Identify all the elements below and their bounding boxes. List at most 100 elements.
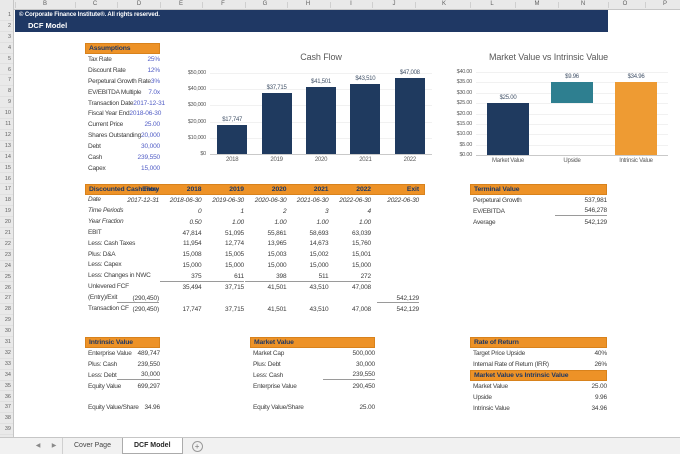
- cell-value[interactable]: 25.00: [591, 382, 607, 390]
- cell-value[interactable]: 239,550: [137, 153, 161, 161]
- cell-value[interactable]: 2017-12-31: [127, 196, 159, 204]
- cell-value[interactable]: 30,000: [116, 370, 160, 381]
- cell-value[interactable]: 239,550: [323, 370, 375, 381]
- row-header-15[interactable]: 15: [0, 163, 13, 174]
- cell-label[interactable]: Enterprise Value: [253, 382, 297, 390]
- row-header-4[interactable]: 4: [0, 43, 13, 54]
- column-header-J[interactable]: J: [392, 1, 396, 7]
- cell-value[interactable]: 41,501: [267, 305, 287, 313]
- cell-value[interactable]: 3%: [150, 77, 160, 85]
- column-header-C[interactable]: C: [92, 1, 98, 7]
- row-header-2[interactable]: 2: [0, 21, 13, 32]
- cell-value[interactable]: 15,000: [267, 262, 287, 270]
- cell-value[interactable]: 58,693: [309, 229, 329, 237]
- sheet-nav-right-icon[interactable]: ▶: [51, 443, 57, 449]
- cell-value[interactable]: 699,297: [137, 382, 161, 390]
- column-header-N[interactable]: N: [580, 1, 586, 7]
- cell-value[interactable]: (290,450): [117, 294, 159, 304]
- row-header-21[interactable]: 21: [0, 228, 13, 239]
- cell-value[interactable]: 15,000: [225, 262, 244, 270]
- cell-value[interactable]: 1.00: [316, 218, 329, 226]
- row-header-5[interactable]: 5: [0, 54, 13, 65]
- cell-value[interactable]: 537,981: [584, 196, 608, 204]
- cell-value[interactable]: 11,954: [183, 240, 202, 248]
- terminal-row[interactable]: Perpetural Growth 537,981: [470, 195, 607, 206]
- cell-label[interactable]: Transaction Date: [88, 99, 134, 107]
- cell-value[interactable]: 26%: [594, 360, 607, 368]
- row-header-34[interactable]: 34: [0, 370, 13, 381]
- cell-value[interactable]: 40%: [594, 349, 607, 357]
- cell-value[interactable]: 15,003: [267, 251, 287, 259]
- market-vs-intrinsic-chart[interactable]: Market Value vs Intrinsic Value $0.00 $5.…: [446, 50, 674, 172]
- cell-label[interactable]: Plus: Cash: [88, 360, 117, 368]
- cell-value[interactable]: 43,510: [309, 305, 329, 313]
- row-header-12[interactable]: 12: [0, 130, 13, 141]
- cell-label[interactable]: Less: Cash Taxes: [88, 239, 136, 247]
- cell-label[interactable]: Intrinsic Value: [473, 404, 510, 412]
- cell-value[interactable]: 14,673: [309, 240, 329, 248]
- cell-label[interactable]: Perpetural Growth Rate: [88, 77, 151, 85]
- tab-dcf-model[interactable]: DCF Model: [121, 438, 183, 454]
- cell-value[interactable]: 25.00: [359, 404, 375, 412]
- cell-value[interactable]: 35,494: [182, 284, 202, 292]
- cell-label[interactable]: Market Value: [473, 382, 508, 390]
- cell-value[interactable]: 15,002: [309, 251, 329, 259]
- tab-cover-page[interactable]: Cover Page: [62, 438, 122, 454]
- cell-value[interactable]: 15,005: [225, 251, 244, 259]
- cell-value[interactable]: 15,760: [352, 240, 371, 248]
- intrinsic-row[interactable]: Equity Value 699,297: [85, 381, 160, 392]
- row-header-3[interactable]: 3: [0, 32, 13, 43]
- assumptions-row[interactable]: Current Price 25.00: [85, 119, 160, 130]
- cell-value[interactable]: 43,510: [309, 284, 329, 292]
- cell-value[interactable]: 546,278: [555, 206, 607, 217]
- cell-value[interactable]: 15,000: [352, 262, 371, 270]
- intrinsic-row[interactable]: Equity Value/Share 34.96: [85, 402, 160, 413]
- cell-value[interactable]: 489,747: [137, 349, 161, 357]
- cell-value[interactable]: 1: [240, 207, 245, 215]
- column-header-D[interactable]: D: [136, 1, 142, 7]
- assumptions-row[interactable]: Discount Rate 12%: [85, 65, 160, 76]
- cell-value[interactable]: 2: [283, 207, 287, 215]
- intrinsic-row[interactable]: [85, 392, 160, 403]
- row-header-8[interactable]: 8: [0, 86, 13, 98]
- assumptions-row[interactable]: Transaction Date 2017-12-31: [85, 98, 165, 109]
- cell-value[interactable]: 9.96: [594, 393, 607, 401]
- cell-value[interactable]: 25%: [147, 55, 160, 63]
- row-header-9[interactable]: 9: [0, 97, 13, 109]
- cell-value[interactable]: 542,129: [584, 218, 608, 226]
- cell-value[interactable]: 398: [244, 272, 287, 282]
- cell-value[interactable]: 290,450: [352, 382, 376, 390]
- cell-value[interactable]: 500,000: [352, 349, 376, 357]
- cell-label[interactable]: Equity Value: [88, 382, 122, 390]
- cell-value[interactable]: 272: [329, 272, 371, 282]
- cell-value[interactable]: 30,000: [356, 360, 375, 368]
- dcf-column-2021[interactable]: 2021: [313, 186, 329, 193]
- cell-value[interactable]: 30,000: [141, 143, 160, 151]
- cell-label[interactable]: Less: Capex: [88, 261, 122, 269]
- cell-value[interactable]: 2018-06-30: [169, 196, 202, 204]
- cell-value[interactable]: 511: [286, 272, 329, 282]
- cell-value[interactable]: 1.00: [231, 218, 244, 226]
- row-header-33[interactable]: 33: [0, 359, 13, 370]
- row-header-24[interactable]: 24: [0, 261, 13, 272]
- select-all-corner[interactable]: [0, 0, 14, 10]
- mviv-row[interactable]: Intrinsic Value 34.96: [470, 403, 607, 414]
- cell-value[interactable]: 51,095: [225, 229, 244, 237]
- intrinsic-row[interactable]: Enterprise Value 489,747: [85, 348, 160, 359]
- cell-value[interactable]: 3: [325, 207, 329, 215]
- dcf-column-2019[interactable]: 2019: [229, 186, 244, 193]
- row-header-11[interactable]: 11: [0, 119, 13, 130]
- cell-value[interactable]: 542,129: [377, 294, 419, 304]
- cell-value[interactable]: 375: [159, 272, 202, 282]
- cell-label[interactable]: Date: [88, 196, 101, 203]
- cell-value[interactable]: 47,814: [182, 229, 202, 237]
- cell-value[interactable]: 611: [202, 272, 244, 282]
- cell-value[interactable]: 13,965: [267, 240, 287, 248]
- cell-label[interactable]: Less: Debt: [88, 371, 117, 379]
- cash-flow-chart[interactable]: Cash Flow $0 $10,000 $20,000 $30,000 $40,000…: [172, 50, 438, 172]
- row-header-10[interactable]: 10: [0, 108, 13, 119]
- cell-value[interactable]: 2022-06-30: [387, 196, 419, 204]
- cell-value[interactable]: 55,861: [267, 229, 287, 237]
- column-header-F[interactable]: F: [221, 1, 225, 7]
- assumptions-row[interactable]: Tax Rate 25%: [85, 54, 160, 65]
